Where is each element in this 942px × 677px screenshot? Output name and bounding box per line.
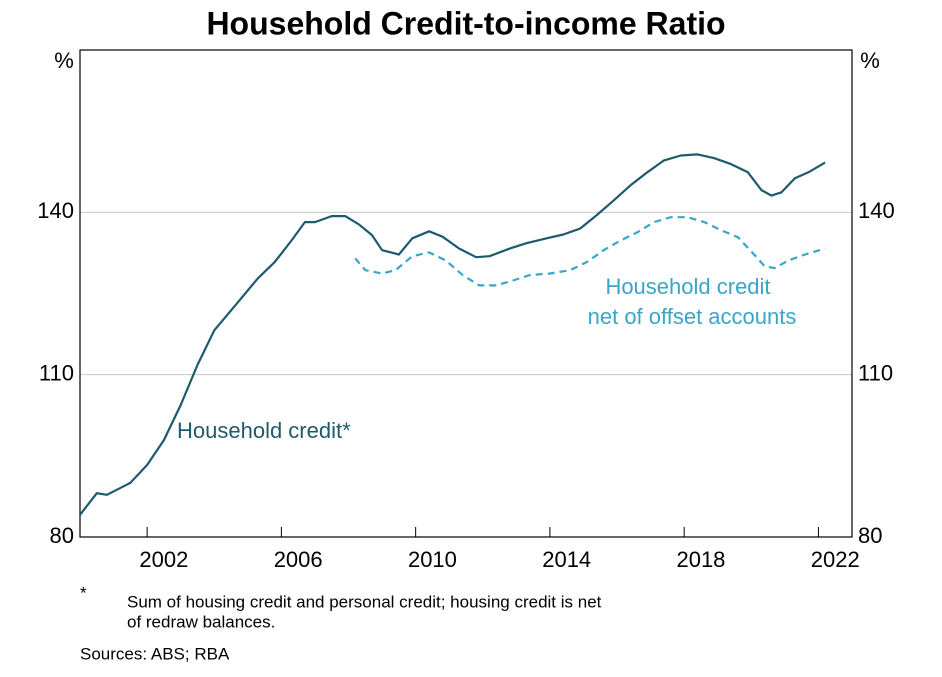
y2-tick-label: 110 (858, 360, 893, 385)
chart-title: Household Credit-to-income Ratio (206, 5, 725, 41)
x-tick-label: 2010 (408, 547, 457, 572)
y2-tick-label: 80 (858, 523, 882, 548)
y2-tick-label: 140 (858, 198, 895, 223)
series-line (79, 153, 826, 516)
x-tick-label: 2002 (139, 547, 188, 572)
annotation: net of offset accounts (588, 304, 797, 329)
x-tick-label: 2014 (542, 547, 591, 572)
x-tick-label: 2018 (676, 547, 725, 572)
y-tick-label: 110 (39, 360, 74, 385)
sources: Sources: ABS; RBA (80, 644, 230, 663)
y2-unit: % (860, 48, 880, 73)
annotation: Household credit* (177, 418, 351, 443)
footnote-marker: * (80, 583, 87, 602)
annotation: Household credit (605, 274, 770, 299)
footnote: Sum of housing credit and personal credi… (127, 592, 602, 611)
y-tick-label: 80 (50, 523, 74, 548)
plot-frame (79, 49, 853, 538)
series-line (354, 216, 826, 287)
y-tick-label: 140 (37, 198, 74, 223)
x-tick-label: 2006 (274, 547, 323, 572)
footnote: of redraw balances. (127, 612, 275, 631)
y-unit: % (54, 48, 74, 73)
x-tick-label: 2022 (811, 547, 860, 572)
